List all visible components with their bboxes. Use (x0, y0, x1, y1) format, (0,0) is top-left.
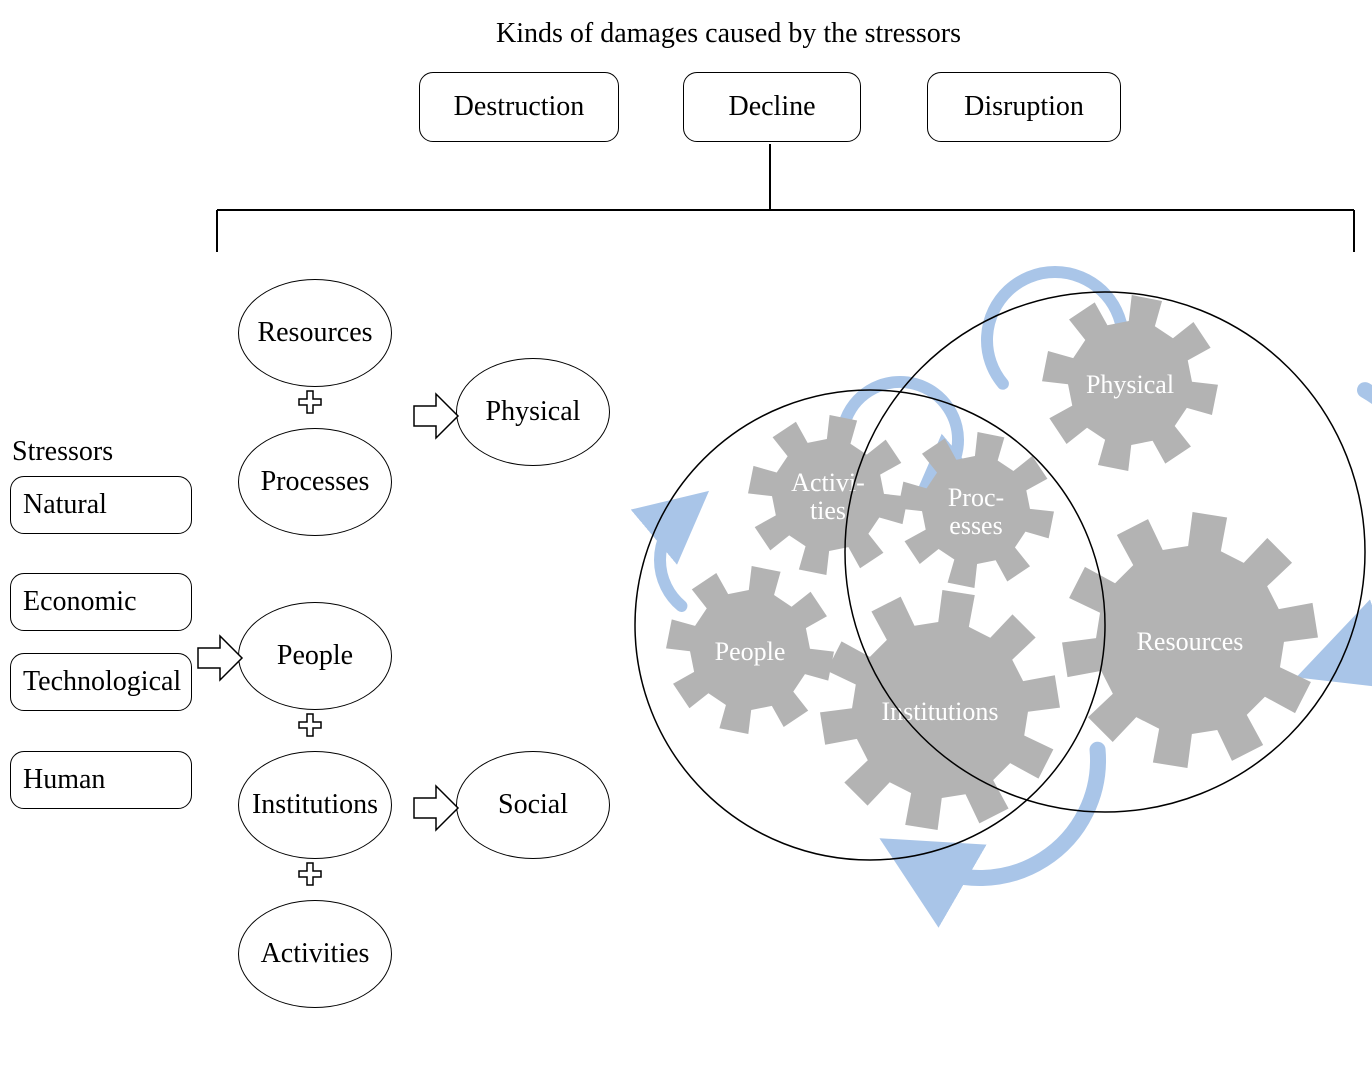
gear-label: People (715, 637, 786, 666)
gear-label: Resources (1137, 627, 1244, 656)
gear-system: PhysicalProc-essesActivi-tiesPeopleInsti… (0, 0, 1372, 1079)
curved-arrow-icon (660, 514, 681, 606)
gear-label: Physical (1086, 370, 1174, 399)
gear-label: Proc- (948, 483, 1004, 512)
diagram-stage: Kinds of damages caused by the stressors… (0, 0, 1372, 1079)
gear-label: esses (949, 511, 1002, 540)
gear-label: ties (810, 496, 846, 525)
curved-arrow-icon (1341, 390, 1372, 661)
